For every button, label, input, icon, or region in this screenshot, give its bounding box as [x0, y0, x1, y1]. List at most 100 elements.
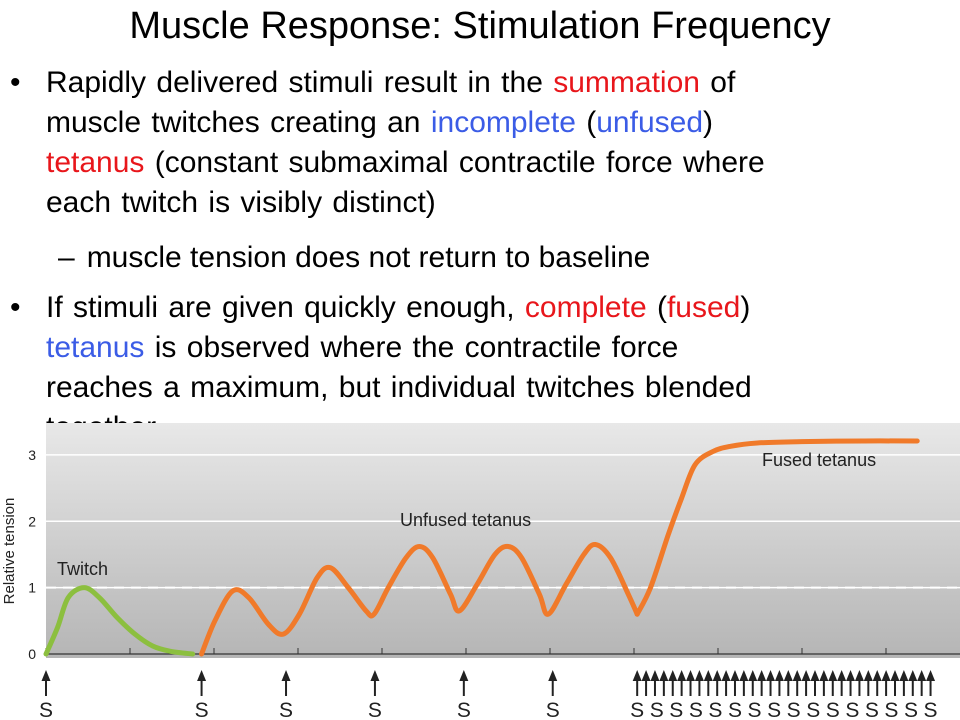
stimulus-arrow-dense-head	[792, 670, 802, 681]
stimulus-arrow-dense-head	[846, 670, 856, 681]
y-axis-label: Relative tension	[1, 498, 18, 605]
stimulus-label: S	[845, 699, 859, 720]
stimulus-arrow-dense-head	[721, 670, 731, 681]
stimulus-arrow-dense-head	[632, 670, 642, 681]
stimulus-arrow-dense-head	[890, 670, 900, 681]
sub-bullet: – muscle tension does not return to basel…	[58, 238, 650, 278]
stimulus-arrow-head	[548, 670, 558, 681]
stimulus-label: S	[39, 699, 53, 720]
stimulus-label: S	[806, 699, 820, 720]
stimulus-arrow-dense-head	[837, 670, 847, 681]
stimulus-arrow-dense-head	[774, 670, 784, 681]
series-line-twitch	[43, 585, 196, 657]
stimulus-arrow-head	[41, 670, 51, 681]
stimulus-arrow-dense-head	[801, 670, 811, 681]
term-incomplete: incomplete	[430, 106, 576, 139]
stimulus-label: S	[767, 699, 781, 720]
curve-label-fused-tetanus: Fused tetanus	[762, 450, 876, 470]
bullet-2-line-3: reaches a maximum, but individual twitch…	[46, 371, 752, 404]
stimulus-label: S	[924, 699, 938, 720]
sub-bullet-text: muscle tension does not return to baseli…	[86, 241, 651, 274]
stimulus-label: S	[708, 699, 722, 720]
stimulus-arrow-head	[197, 670, 207, 681]
stimulus-label: S	[904, 699, 918, 720]
y-tick-label-3: 3	[28, 447, 36, 463]
curve-label-twitch: Twitch	[57, 559, 108, 579]
stimulus-arrow-dense-head	[703, 670, 713, 681]
y-tick-label-0: 0	[28, 646, 36, 662]
stimulus-label: S	[457, 699, 471, 720]
stimulus-label: S	[884, 699, 898, 720]
stimulus-arrow-dense-head	[650, 670, 660, 681]
stimulus-label: S	[195, 699, 209, 720]
stimulus-arrow-dense-head	[854, 670, 864, 681]
bullet-2-line-1: If stimuli are given quickly enough, com…	[46, 288, 936, 328]
term-complete: complete	[524, 291, 647, 324]
y-tick-label-2: 2	[28, 513, 36, 529]
term-tetanus-2: tetanus	[46, 331, 145, 364]
stimulus-arrow-dense-head	[908, 670, 918, 681]
curve-label-unfused-tetanus: Unfused tetanus	[400, 510, 531, 530]
term-unfused: unfused	[596, 106, 704, 139]
stimulus-arrow-dense-head	[766, 670, 776, 681]
bullet-1-line-4: each twitch is visibly distinct)	[46, 186, 436, 219]
y-tick-label-1: 1	[28, 580, 36, 596]
bullet-2-text-a: If stimuli are given quickly enough,	[46, 291, 525, 324]
stimulus-arrow-head	[370, 670, 380, 681]
stimulus-arrow-dense-head	[659, 670, 669, 681]
bullet-dot: •	[10, 291, 21, 324]
stimulus-arrow-dense-head	[748, 670, 758, 681]
sub-bullet-dash: –	[58, 241, 75, 274]
stimulus-label: S	[748, 699, 762, 720]
grid-layer	[46, 454, 960, 589]
bullet-1: • Rapidly delivered stimuli result in th…	[0, 63, 960, 223]
stimulus-arrow-dense-head	[828, 670, 838, 681]
series-line-unfused-tetanus	[199, 541, 640, 657]
stimulus-label: S	[865, 699, 879, 720]
bullet-1-text: Rapidly delivered stimuli result in the …	[46, 63, 936, 223]
stimulus-arrow-dense-head	[730, 670, 740, 681]
stimulus-arrow-head	[281, 670, 291, 681]
axis-layer: 0 1 2 3 Relative tension	[1, 447, 960, 662]
plot-panel	[46, 423, 960, 658]
stimulus-arrow-dense-head	[686, 670, 696, 681]
bullet-1-text-c: muscle twitches creating an	[46, 106, 431, 139]
stimulus-label: S	[787, 699, 801, 720]
label-layer: Twitch Unfused tetanus Fused tetanus	[57, 450, 876, 579]
bullet-2-text: If stimuli are given quickly enough, com…	[46, 288, 936, 448]
stimulus-label: S	[279, 699, 293, 720]
bullet-1-paren-open: (	[575, 106, 597, 139]
stimulus-label: S	[650, 699, 664, 720]
tension-chart: 0 1 2 3 Relative tension Twitch Unfused tetan…	[1, 423, 960, 720]
stimulus-arrow-dense-head	[668, 670, 678, 681]
bullet-2-paren-open: (	[646, 291, 667, 324]
series-line-fused-tetanus	[634, 438, 920, 617]
stimulus-arrow-dense-head	[899, 670, 909, 681]
stimulus-label: S	[728, 699, 742, 720]
bullet-1-line-2: muscle twitches creating an incomplete (…	[46, 103, 936, 143]
stimulus-arrow-dense-head	[872, 670, 882, 681]
bullet-2-paren-close: )	[740, 291, 751, 324]
bullet-1-paren-close: )	[703, 106, 714, 139]
bullet-1-line-3: tetanus (constant submaximal contractile…	[46, 143, 936, 183]
stimulus-arrow-dense-head	[863, 670, 873, 681]
bullet-1-text-a: Rapidly delivered stimuli result in the	[46, 66, 554, 99]
stimulus-arrow-dense-head	[739, 670, 749, 681]
stimulus-label: S	[689, 699, 703, 720]
stimulus-label: S	[630, 699, 644, 720]
stimulus-label: S	[826, 699, 840, 720]
stimulus-arrow-dense-head	[819, 670, 829, 681]
stimulus-arrow-dense-head	[926, 670, 936, 681]
tension-figure: 0 1 2 3 Relative tension Twitch Unfused tetan…	[0, 423, 960, 720]
term-tetanus-1: tetanus	[46, 146, 145, 179]
series-layer	[43, 438, 920, 657]
bullet-2-text-b: is observed where the contractile force	[144, 331, 679, 364]
stimulus-label: S	[546, 699, 560, 720]
bullet-dot: •	[10, 66, 21, 99]
stimulus-arrow-dense-head	[677, 670, 687, 681]
stimulus-arrow-head	[459, 670, 469, 681]
term-fused: fused	[666, 291, 741, 324]
stimulus-arrow-dense-head	[881, 670, 891, 681]
bullet-1-text-b: of	[699, 66, 736, 99]
stimulus-arrow-dense-head	[757, 670, 767, 681]
